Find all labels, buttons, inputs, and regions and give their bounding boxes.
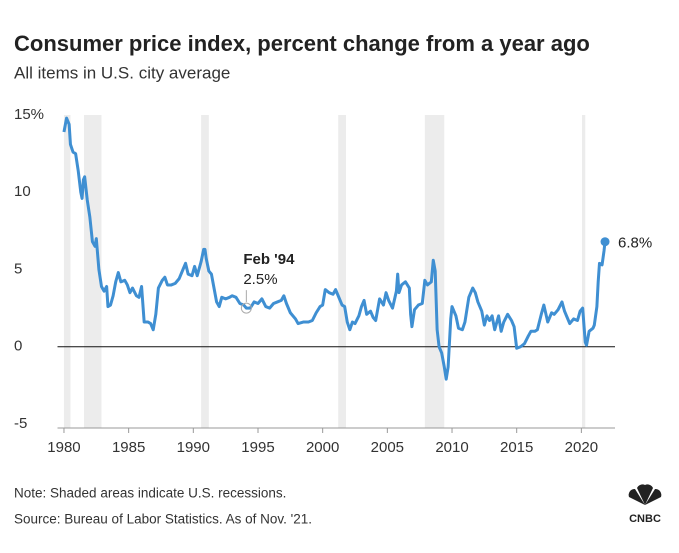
brand-logo: CNBC (628, 484, 662, 525)
x-tick-label: 2010 (435, 439, 468, 456)
x-tick-label: 2000 (306, 439, 339, 456)
recession-band (84, 115, 102, 428)
annotation-label: 2.5% (243, 271, 277, 288)
source: Source: Bureau of Labor Statistics. As o… (14, 512, 312, 527)
chart-subtitle: All items in U.S. city average (14, 63, 230, 82)
x-tick-label: 2005 (371, 439, 404, 456)
annotation-title: Feb '94 (243, 251, 295, 268)
end-point (600, 237, 610, 247)
x-tick-label: 1995 (241, 439, 274, 456)
x-tick-label: 1980 (47, 439, 80, 456)
recession-band (582, 115, 586, 428)
line (62, 116, 607, 381)
recession-band (63, 115, 71, 428)
x-tick-label: 1985 (112, 439, 145, 456)
recession-band (338, 115, 346, 428)
y-tick-label: 5 (14, 260, 22, 277)
brand: CNBC (629, 513, 661, 525)
y-tick-label: 15% (14, 106, 44, 123)
annotation-point (240, 302, 252, 314)
note: Note: Shaded areas indicate U.S. recessi… (14, 486, 286, 501)
recession-band (201, 115, 209, 428)
chart-title: Consumer price index, percent change fro… (14, 31, 590, 56)
y-tick-label: 10 (14, 183, 31, 200)
x-tick-label: 1990 (177, 439, 210, 456)
end-label: 6.8% (618, 235, 652, 252)
y-tick-label: 0 (14, 338, 22, 355)
x-tick-label: 2015 (500, 439, 533, 456)
x-tick-label: 2020 (565, 439, 598, 456)
y-tick-label: -5 (14, 415, 27, 432)
